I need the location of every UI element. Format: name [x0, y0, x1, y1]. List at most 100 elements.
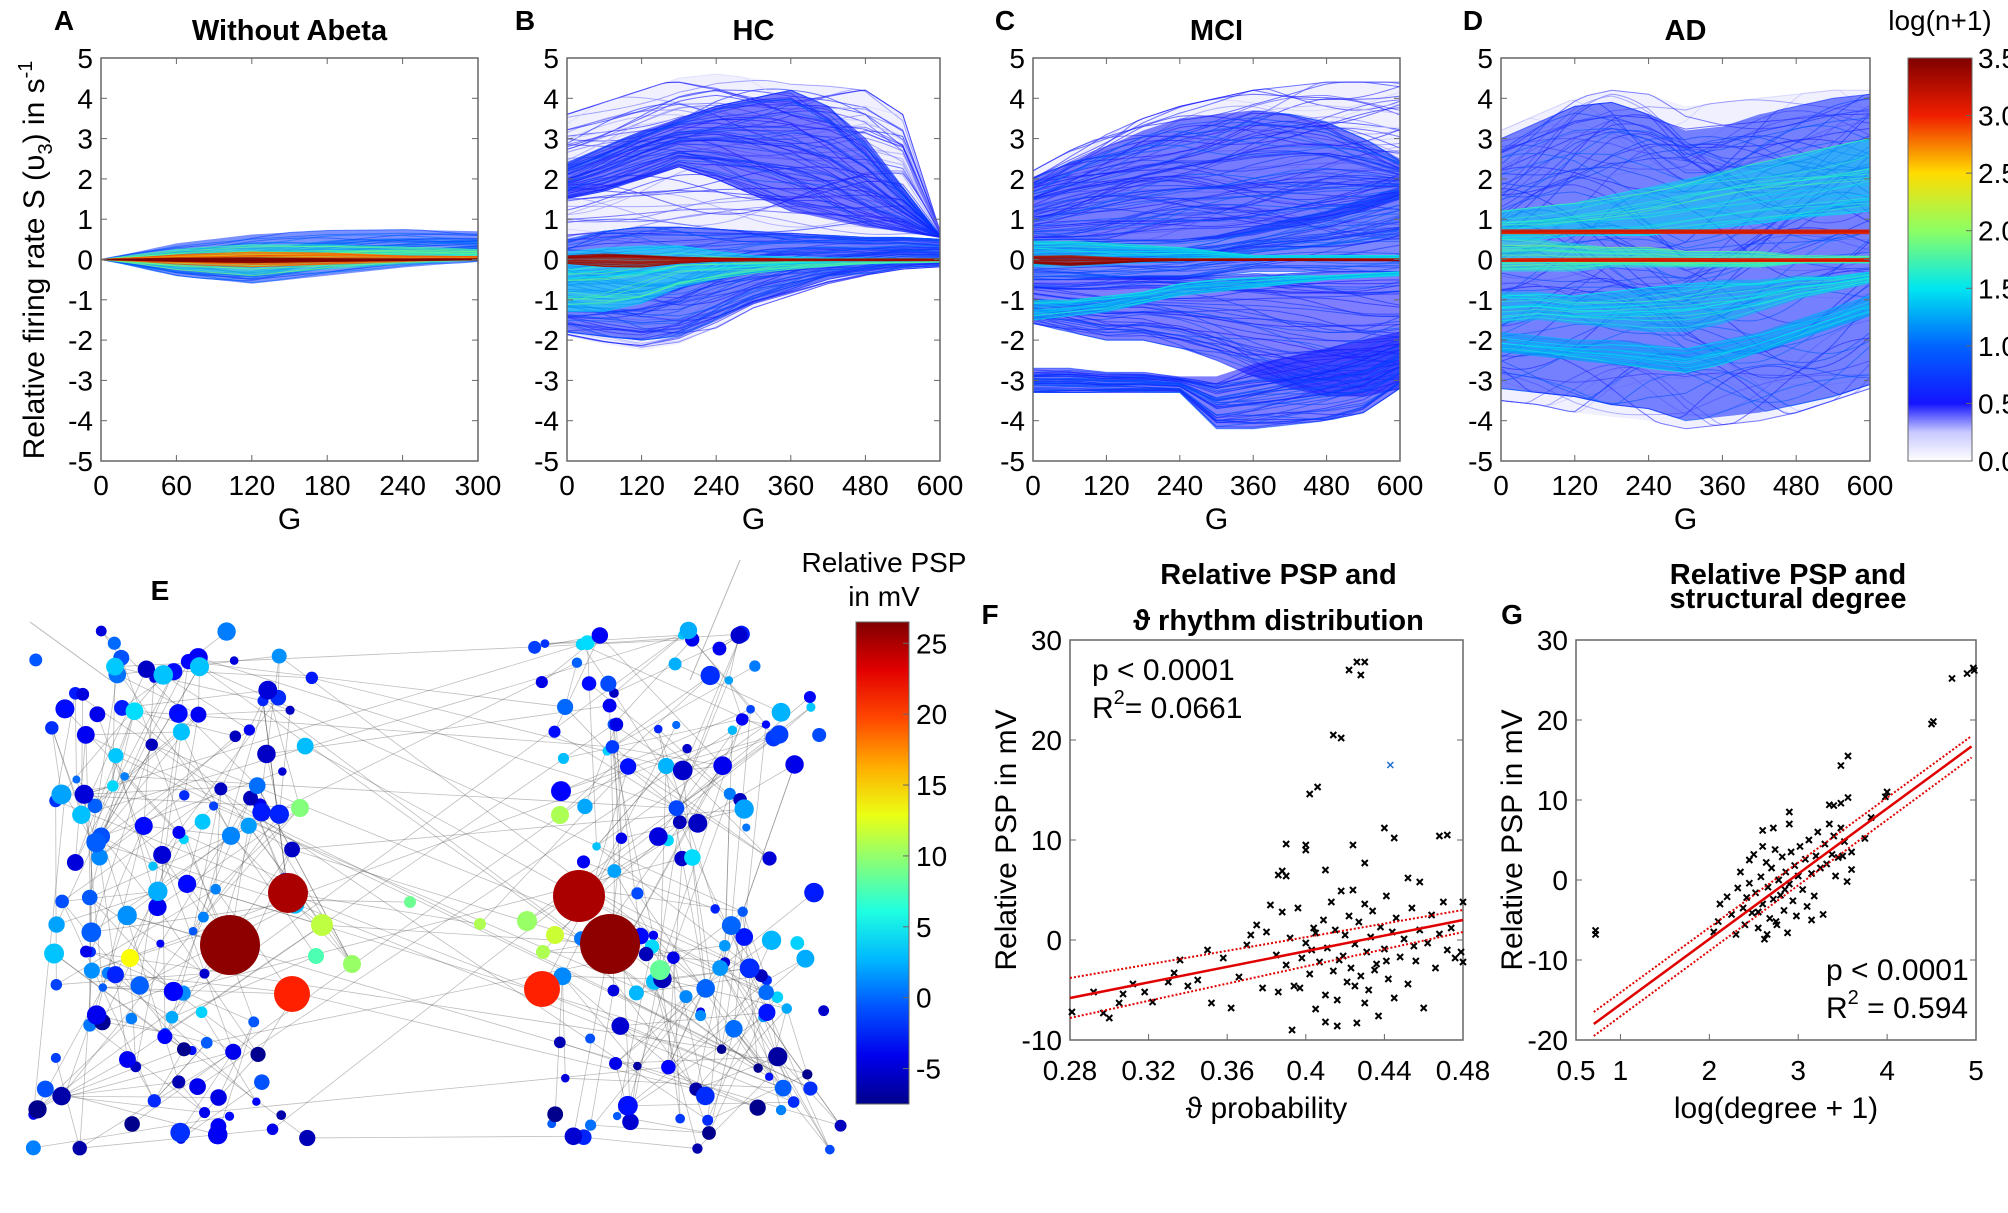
x-tick-label: 4: [1879, 1055, 1895, 1086]
network-edge: [134, 710, 236, 737]
network-edge: [157, 731, 182, 908]
network-edge: [85, 734, 811, 1089]
y-tick-label: 5: [1477, 43, 1493, 74]
network-node: [675, 1113, 686, 1124]
data-point: [1333, 996, 1341, 1004]
network-edge: [74, 671, 175, 863]
data-point: [1329, 967, 1338, 975]
density-trace: [1033, 181, 1400, 218]
network-edge: [160, 797, 251, 944]
network-edge: [91, 711, 135, 840]
y-tick-label: 2: [77, 164, 93, 195]
network-edge: [181, 731, 232, 836]
network-node: [781, 1003, 793, 1014]
network-edge: [278, 710, 291, 815]
network-node: [609, 1056, 623, 1070]
network-edge: [85, 731, 182, 736]
y-tick-label: 0: [543, 245, 559, 276]
network-edge: [637, 996, 687, 1067]
panel-letter: F: [981, 599, 998, 630]
network-node: [672, 815, 687, 830]
network-edge: [61, 1081, 179, 1097]
network-node: [343, 955, 361, 973]
density-trace: [1033, 258, 1400, 261]
density-band: [1501, 138, 1870, 240]
network-node: [547, 1106, 564, 1123]
network-node: [200, 1036, 213, 1049]
network-node: [276, 1110, 287, 1121]
network-edge: [586, 642, 597, 847]
network-edge: [266, 705, 610, 755]
density-trace: [1501, 180, 1870, 230]
colorbar-tick-label: 3.0: [1978, 101, 2008, 132]
network-node: [170, 1122, 191, 1143]
data-point: [1798, 885, 1807, 894]
y-tick-label: -2: [1468, 325, 1493, 356]
data-point: [1883, 788, 1891, 796]
colorbar-tick-label: 25: [916, 628, 947, 659]
density-trace: [1033, 254, 1400, 280]
network-node: [172, 723, 190, 741]
density-trace: [1501, 301, 1870, 350]
network-edge: [763, 1016, 841, 1126]
network-edge: [596, 765, 667, 847]
x-tick-label: 0.5: [1557, 1055, 1596, 1086]
data-point: [1306, 970, 1314, 978]
network-node: [557, 698, 574, 716]
data-point: [1416, 878, 1424, 886]
network-edge: [613, 630, 689, 694]
network-node: [268, 873, 308, 913]
density-trace: [1033, 191, 1400, 231]
density-trace: [567, 230, 940, 243]
data-point: [1745, 879, 1754, 887]
network-edge: [248, 825, 293, 850]
network-node: [189, 1078, 206, 1095]
network-edge: [615, 996, 687, 1064]
density-trace: [567, 129, 940, 237]
density-trace: [1033, 121, 1400, 195]
panel-title: structural degree: [1670, 583, 1907, 615]
colorbar-title: in mV: [848, 581, 920, 612]
data-point: [1459, 958, 1467, 966]
network-node: [564, 1127, 583, 1146]
network-edge: [55, 1057, 81, 1149]
data-point: [1331, 926, 1339, 934]
density-trace: [101, 253, 478, 260]
density-trace: [1033, 273, 1400, 290]
density-trace: [567, 111, 940, 236]
colorbar: [1907, 57, 1973, 462]
data-point: [1814, 828, 1822, 836]
network-node: [668, 800, 685, 817]
network-edge: [94, 731, 182, 807]
p-value-annotation: p < 0.0001: [1092, 654, 1235, 687]
data-point: [1435, 832, 1444, 840]
density-trace: [1033, 366, 1400, 418]
network-edge: [173, 889, 217, 992]
network-edge: [724, 962, 841, 1126]
network-node: [605, 740, 620, 754]
network-edge: [666, 979, 767, 1071]
network-node: [157, 1028, 173, 1045]
network-edge: [742, 764, 795, 912]
data-point: [1343, 978, 1351, 986]
colorbar: [855, 621, 910, 1105]
data-point: [1732, 930, 1740, 939]
y-tick-label: 2: [543, 164, 559, 195]
x-tick-label: 120: [1551, 470, 1598, 501]
network-node: [579, 635, 595, 651]
network-edge: [84, 785, 258, 795]
network-edge: [672, 957, 681, 1119]
network-node: [771, 991, 784, 1003]
y-tick-label: 3: [543, 124, 559, 155]
density-trace: [567, 116, 940, 237]
network-node: [721, 916, 741, 936]
network-node: [661, 1059, 676, 1075]
network-edge: [646, 953, 725, 963]
data-point: [1184, 982, 1192, 990]
density-trace: [1501, 371, 1870, 422]
density-trace: [567, 226, 940, 244]
network-node: [404, 896, 416, 908]
density-trace: [567, 164, 940, 238]
network-edge: [591, 766, 629, 890]
network-node: [571, 657, 583, 668]
